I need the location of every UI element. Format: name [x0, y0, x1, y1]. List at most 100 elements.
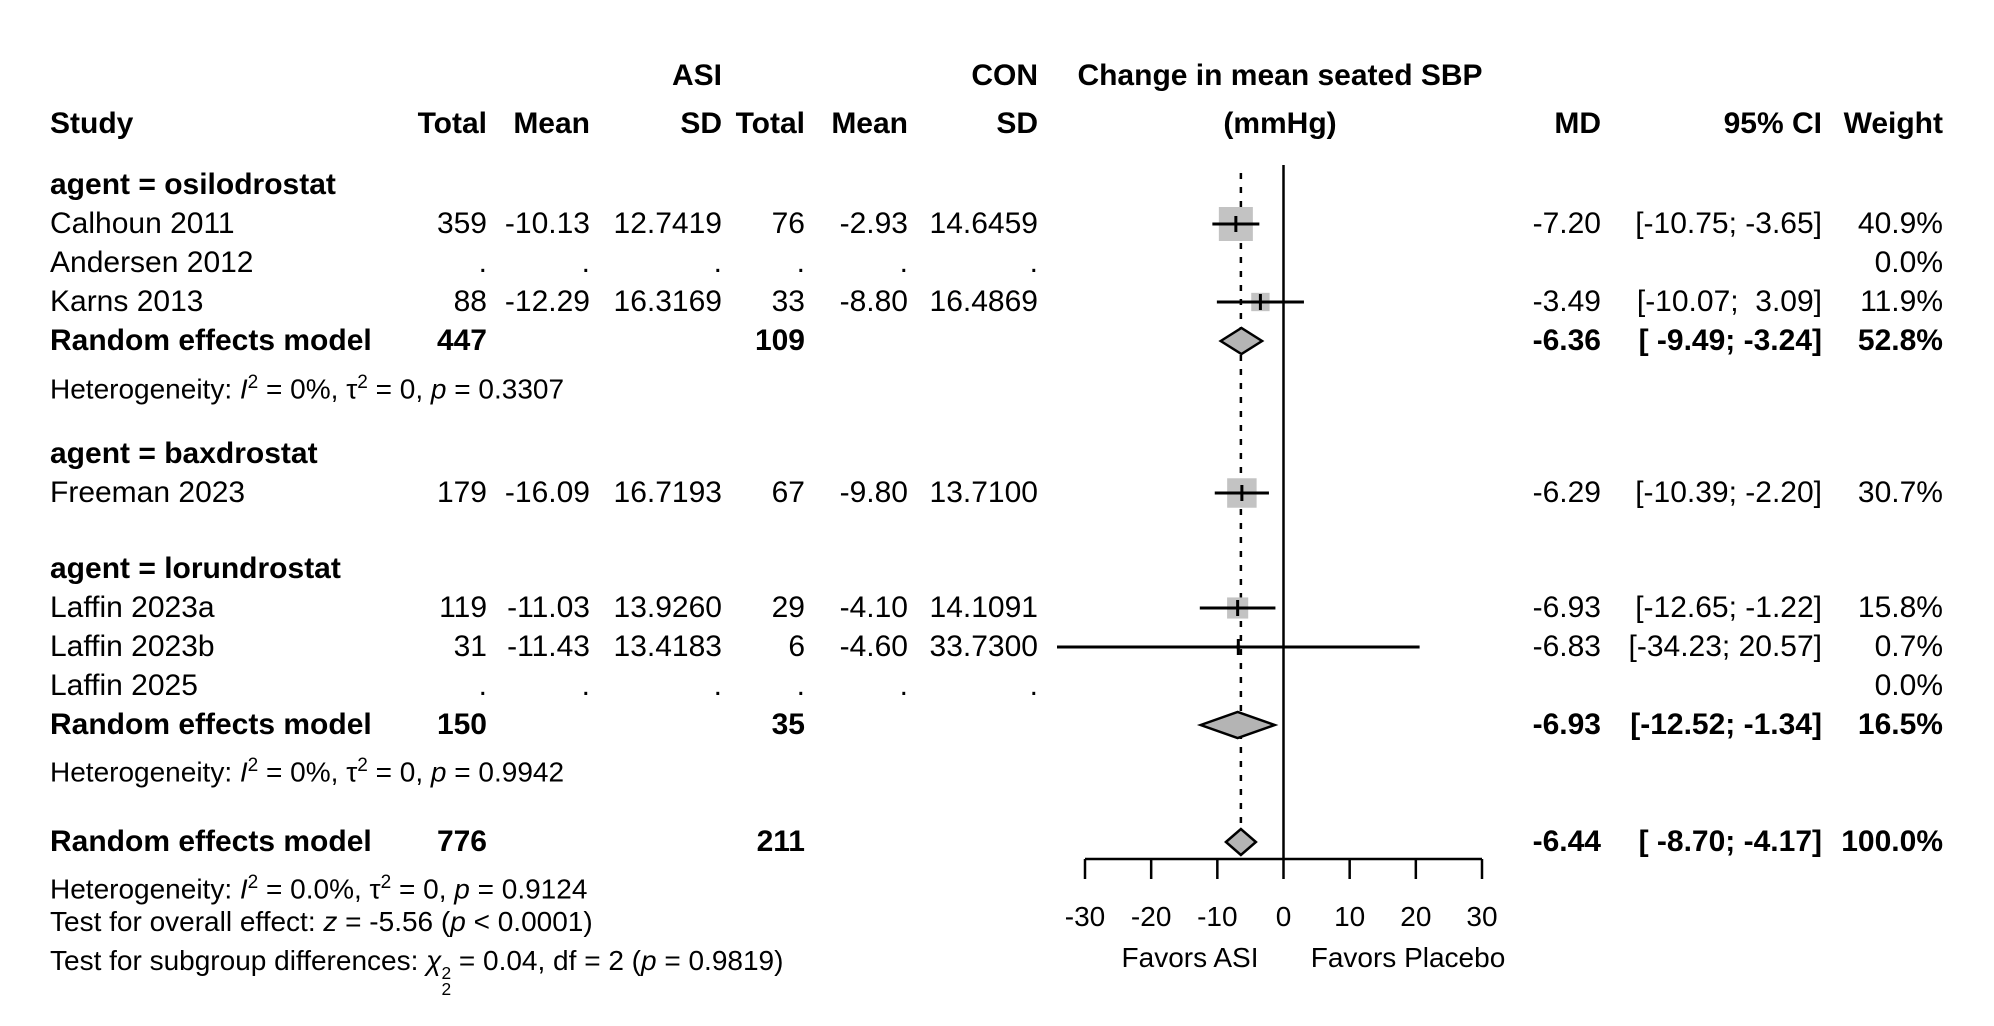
total-con: 35	[771, 708, 805, 741]
total-asi: 119	[439, 591, 487, 624]
ci-value: [ -9.49; -3.24]	[1638, 324, 1822, 357]
total-con: 67	[771, 476, 805, 509]
total-con: 6	[788, 630, 805, 663]
weight-value: 52.8%	[1857, 324, 1943, 357]
total-asi: .	[478, 669, 487, 702]
study-row: Andersen 2012...... 0.0%	[0, 246, 1994, 280]
col-header-mean-con: Mean	[831, 107, 908, 140]
total-con: .	[796, 669, 805, 702]
stats-text: Heterogeneity: I2 = 0%, τ2 = 0, p = 0.99…	[50, 755, 565, 788]
mean-con: -4.10	[839, 591, 908, 624]
group-row: agent = lorundrostat	[0, 552, 1994, 586]
study-row: Laffin 2023a 119 -11.03 13.9260 29 -4.10 14.10…	[0, 591, 1994, 625]
mean-con: -8.80	[839, 285, 908, 318]
study-row: Laffin 2023b 31 -11.43 13.4183 6 -4.60 33.7300…	[0, 630, 1994, 664]
col-header-con-group: CON	[971, 59, 1038, 92]
sd-con: 16.4869	[929, 285, 1038, 318]
rich-row: Test for overall effect: z = -5.56 (p < …	[0, 903, 1994, 937]
favors-right-label: Favors Placebo	[1310, 942, 1506, 973]
sd-asi: 16.3169	[613, 285, 722, 318]
col-header-sd-asi: SD	[680, 107, 722, 140]
study-label: Random effects model	[50, 324, 372, 357]
col-header-total-con: Total	[735, 107, 805, 140]
mean-con: -9.80	[839, 476, 908, 509]
sd-con: .	[1029, 246, 1038, 279]
study-row: Laffin 2025...... 0.0%	[0, 669, 1994, 703]
mean-asi: -16.09	[504, 476, 590, 509]
col-header-study: Study	[50, 107, 134, 140]
sd-asi: .	[713, 669, 722, 702]
md-value: -3.49	[1532, 285, 1601, 318]
total-asi: 359	[436, 207, 487, 240]
sd-con: 13.7100	[929, 476, 1038, 509]
pooled-row: Random effects model 776 211 -6.44 [ -8.70; …	[0, 825, 1994, 859]
mean-asi: -12.29	[504, 285, 590, 318]
mean-con: .	[899, 669, 908, 702]
study-label: Laffin 2025	[50, 669, 198, 702]
group-row: agent = osilodrostat	[0, 168, 1994, 202]
mean-asi: .	[581, 669, 590, 702]
md-value: -7.20	[1532, 207, 1601, 240]
total-con: 29	[771, 591, 805, 624]
x-axis-tick-label: 0	[1275, 901, 1292, 932]
ci-value: [-34.23; 20.57]	[1628, 630, 1822, 663]
study-label: Freeman 2023	[50, 476, 246, 509]
total-asi: 776	[436, 825, 487, 858]
md-value: -6.93	[1532, 708, 1601, 741]
total-asi: .	[478, 246, 487, 279]
plot-title: Change in mean seated SBP	[1077, 59, 1483, 92]
rich-row: Heterogeneity: I2 = 0.0%, τ2 = 0, p = 0.…	[0, 864, 1994, 905]
study-row: Freeman 2023 179 -16.09 16.7193 67 -9.80 13.71…	[0, 476, 1994, 510]
ci-value: [-12.65; -1.22]	[1635, 591, 1822, 624]
md-value: -6.36	[1532, 324, 1601, 357]
study-label: Calhoun 2011	[50, 207, 235, 240]
study-row: Karns 2013 88 -12.29 16.3169 33 -8.80 16.4869 -…	[0, 285, 1994, 319]
weight-value: 0.0%	[1874, 669, 1943, 702]
mean-asi: .	[581, 246, 590, 279]
sd-con: 33.7300	[929, 630, 1038, 663]
mean-asi: -11.43	[507, 630, 590, 663]
md-value: -6.83	[1532, 630, 1601, 663]
sd-asi: 13.4183	[613, 630, 722, 663]
stats-text: Test for overall effect: z = -5.56 (p < …	[50, 906, 593, 937]
study-label: Laffin 2023a	[50, 591, 215, 624]
total-con: 109	[754, 324, 805, 357]
ci-value: [-12.52; -1.34]	[1630, 708, 1822, 741]
pooled-row: Random effects model 447 109 -6.36 [ -9.49; …	[0, 324, 1994, 358]
weight-value: 30.7%	[1857, 476, 1943, 509]
md-value: -6.93	[1532, 591, 1601, 624]
x-axis-tick-label: -30	[1064, 901, 1106, 932]
sd-asi: 12.7419	[613, 207, 722, 240]
total-asi: 447	[436, 324, 487, 357]
col-header-total-asi: Total	[417, 107, 487, 140]
col-header-sd-con: SD	[996, 107, 1038, 140]
stats-text: Heterogeneity: I2 = 0.0%, τ2 = 0, p = 0.…	[50, 872, 588, 905]
sd-con: 14.6459	[929, 207, 1038, 240]
rich-row: Heterogeneity: I2 = 0%, τ2 = 0, p = 0.33…	[0, 364, 1994, 404]
sd-asi: .	[713, 246, 722, 279]
total-con: 33	[771, 285, 805, 318]
group-row: agent = baxdrostat	[0, 437, 1994, 471]
ci-value: [-10.07; 3.09]	[1636, 285, 1822, 318]
rich-row: Heterogeneity: I2 = 0%, τ2 = 0, p = 0.99…	[0, 747, 1994, 788]
ci-value: [ -8.70; -4.17]	[1638, 825, 1822, 858]
sd-asi: 16.7193	[613, 476, 722, 509]
study-label: Andersen 2012	[50, 246, 254, 279]
total-asi: 179	[436, 476, 487, 509]
study-label: Karns 2013	[50, 285, 204, 318]
weight-value: 11.9%	[1860, 285, 1943, 318]
study-label: Random effects model	[50, 708, 372, 741]
sd-con: 14.1091	[929, 591, 1038, 624]
ci-value: [-10.75; -3.65]	[1635, 207, 1822, 240]
mean-con: -2.93	[839, 207, 908, 240]
mean-con: .	[899, 246, 908, 279]
total-asi: 31	[453, 630, 487, 663]
total-asi: 88	[453, 285, 487, 318]
md-value: -6.44	[1532, 825, 1601, 858]
col-header-mean-asi: Mean	[513, 107, 590, 140]
sd-asi: 13.9260	[613, 591, 722, 624]
total-con: 211	[756, 825, 805, 858]
